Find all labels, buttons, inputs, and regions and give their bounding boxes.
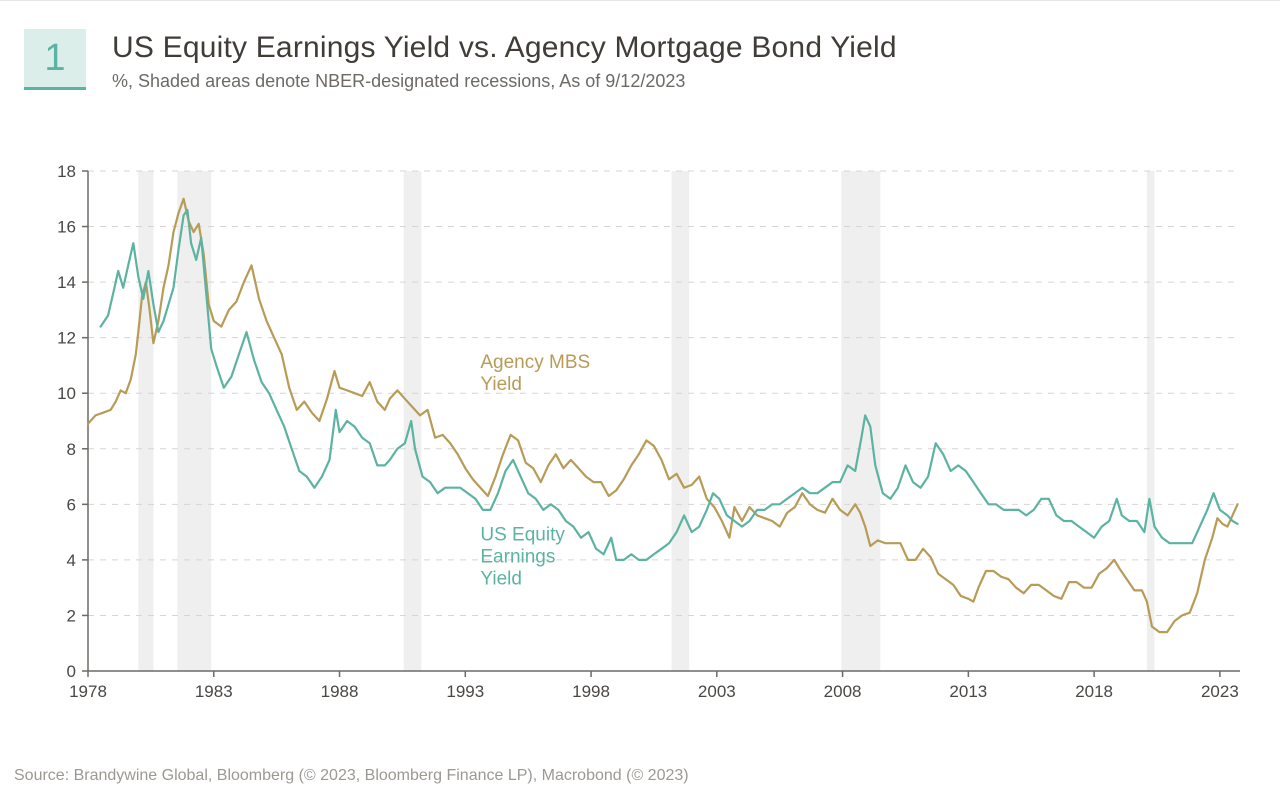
x-tick-label: 2023 <box>1201 682 1239 701</box>
y-tick-label: 12 <box>57 329 76 348</box>
recession-band <box>138 171 153 671</box>
x-tick-label: 2008 <box>824 682 862 701</box>
x-tick-label: 1978 <box>69 682 107 701</box>
x-tick-label: 1998 <box>572 682 610 701</box>
y-tick-label: 14 <box>57 273 76 292</box>
x-tick-label: 1983 <box>195 682 233 701</box>
y-tick-label: 2 <box>67 606 76 625</box>
recession-band <box>672 171 690 671</box>
y-tick-label: 8 <box>67 440 76 459</box>
series-label: Agency MBS <box>480 352 590 373</box>
x-tick-label: 1988 <box>321 682 359 701</box>
chart-area: 0 2 4 6 8 10 12 14 16 18 1978 1983 1988 1993 1998 2003 2… <box>24 141 1256 735</box>
y-tick-label: 4 <box>67 551 76 570</box>
series-label: Yield <box>480 568 522 589</box>
recession-band <box>177 171 211 671</box>
source-text: Source: Brandywine Global, Bloomberg (© … <box>14 767 689 785</box>
x-tick-label: 1993 <box>446 682 484 701</box>
line-chart: 0 2 4 6 8 10 12 14 16 18 1978 1983 1988 1993 1998 2003 2… <box>24 141 1256 736</box>
x-tick-label: 2013 <box>949 682 987 701</box>
x-tick-label: 2003 <box>698 682 736 701</box>
y-tick-label: 18 <box>57 162 76 181</box>
series-label: Yield <box>480 374 522 395</box>
series-agency-mbs <box>88 199 1238 632</box>
x-tick-label: 2018 <box>1075 682 1113 701</box>
series-us-equity <box>101 210 1238 560</box>
figure-titles: US Equity Earnings Yield vs. Agency Mort… <box>112 29 897 92</box>
recession-band <box>841 171 880 671</box>
y-tick-label: 6 <box>67 495 76 514</box>
series-label: US Equity <box>480 524 565 545</box>
recession-band <box>1147 171 1155 671</box>
recession-band <box>404 171 422 671</box>
series-label: Earnings <box>480 546 555 567</box>
figure-number-badge: 1 <box>24 29 86 90</box>
figure-title: US Equity Earnings Yield vs. Agency Mort… <box>112 31 897 65</box>
y-tick-label: 16 <box>57 218 76 237</box>
figure-subtitle: %, Shaded areas denote NBER-designated r… <box>112 71 897 92</box>
chart-figure: 1 US Equity Earnings Yield vs. Agency Mo… <box>0 0 1280 805</box>
y-tick-label: 0 <box>67 662 76 681</box>
figure-header: 1 US Equity Earnings Yield vs. Agency Mo… <box>0 1 1280 100</box>
y-tick-label: 10 <box>57 384 76 403</box>
